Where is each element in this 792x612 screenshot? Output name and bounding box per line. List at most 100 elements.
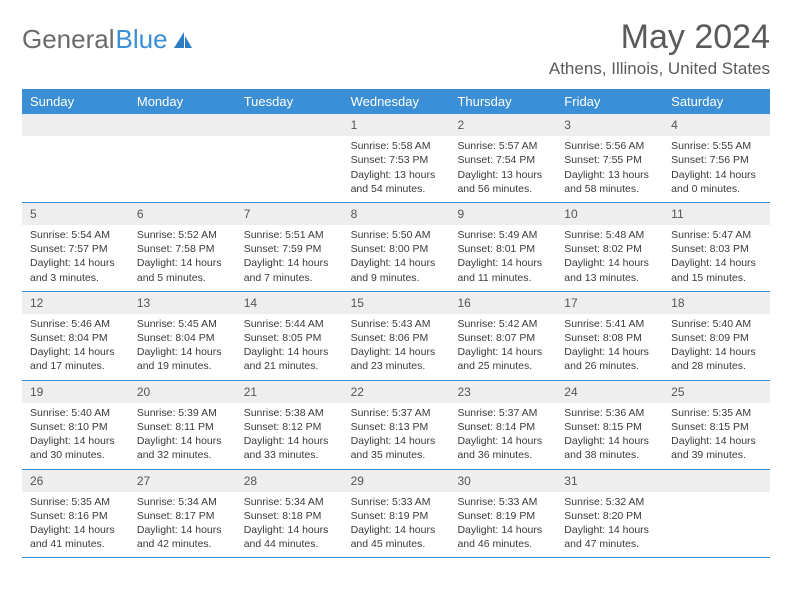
day-number: 16 bbox=[449, 292, 556, 314]
sunrise-text: Sunrise: 5:34 AM bbox=[244, 495, 335, 509]
day-number-empty bbox=[663, 470, 770, 492]
day-body: Sunrise: 5:49 AMSunset: 8:01 PMDaylight:… bbox=[449, 225, 556, 291]
sunrise-text: Sunrise: 5:35 AM bbox=[30, 495, 121, 509]
sunset-text: Sunset: 7:55 PM bbox=[564, 153, 655, 167]
day-cell: 28Sunrise: 5:34 AMSunset: 8:18 PMDayligh… bbox=[236, 470, 343, 558]
day-number: 25 bbox=[663, 381, 770, 403]
day-body: Sunrise: 5:55 AMSunset: 7:56 PMDaylight:… bbox=[663, 136, 770, 202]
daylight-text: Daylight: 14 hours and 33 minutes. bbox=[244, 434, 335, 462]
day-number: 24 bbox=[556, 381, 663, 403]
sunset-text: Sunset: 7:56 PM bbox=[671, 153, 762, 167]
day-body: Sunrise: 5:36 AMSunset: 8:15 PMDaylight:… bbox=[556, 403, 663, 469]
sunset-text: Sunset: 8:18 PM bbox=[244, 509, 335, 523]
day-cell: 22Sunrise: 5:37 AMSunset: 8:13 PMDayligh… bbox=[343, 381, 450, 469]
sunset-text: Sunset: 8:15 PM bbox=[564, 420, 655, 434]
day-cell: 25Sunrise: 5:35 AMSunset: 8:15 PMDayligh… bbox=[663, 381, 770, 469]
day-body: Sunrise: 5:56 AMSunset: 7:55 PMDaylight:… bbox=[556, 136, 663, 202]
sunset-text: Sunset: 8:09 PM bbox=[671, 331, 762, 345]
dow-cell: Wednesday bbox=[343, 89, 450, 114]
sunrise-text: Sunrise: 5:32 AM bbox=[564, 495, 655, 509]
logo-word2: Blue bbox=[116, 24, 168, 55]
sunrise-text: Sunrise: 5:41 AM bbox=[564, 317, 655, 331]
sunrise-text: Sunrise: 5:50 AM bbox=[351, 228, 442, 242]
day-body: Sunrise: 5:37 AMSunset: 8:14 PMDaylight:… bbox=[449, 403, 556, 469]
day-body: Sunrise: 5:51 AMSunset: 7:59 PMDaylight:… bbox=[236, 225, 343, 291]
sunrise-text: Sunrise: 5:37 AM bbox=[457, 406, 548, 420]
day-body: Sunrise: 5:40 AMSunset: 8:09 PMDaylight:… bbox=[663, 314, 770, 380]
day-body: Sunrise: 5:35 AMSunset: 8:16 PMDaylight:… bbox=[22, 492, 129, 558]
day-cell: 10Sunrise: 5:48 AMSunset: 8:02 PMDayligh… bbox=[556, 203, 663, 291]
day-body: Sunrise: 5:39 AMSunset: 8:11 PMDaylight:… bbox=[129, 403, 236, 469]
day-number: 2 bbox=[449, 114, 556, 136]
day-number: 10 bbox=[556, 203, 663, 225]
day-body: Sunrise: 5:37 AMSunset: 8:13 PMDaylight:… bbox=[343, 403, 450, 469]
sunset-text: Sunset: 8:13 PM bbox=[351, 420, 442, 434]
title-block: May 2024 Athens, Illinois, United States bbox=[549, 18, 770, 79]
week-row: 5Sunrise: 5:54 AMSunset: 7:57 PMDaylight… bbox=[22, 203, 770, 292]
day-number: 17 bbox=[556, 292, 663, 314]
daylight-text: Daylight: 14 hours and 11 minutes. bbox=[457, 256, 548, 284]
sunrise-text: Sunrise: 5:58 AM bbox=[351, 139, 442, 153]
day-cell: 3Sunrise: 5:56 AMSunset: 7:55 PMDaylight… bbox=[556, 114, 663, 202]
daylight-text: Daylight: 14 hours and 41 minutes. bbox=[30, 523, 121, 551]
day-number: 7 bbox=[236, 203, 343, 225]
sunset-text: Sunset: 8:19 PM bbox=[457, 509, 548, 523]
sunrise-text: Sunrise: 5:42 AM bbox=[457, 317, 548, 331]
day-body: Sunrise: 5:54 AMSunset: 7:57 PMDaylight:… bbox=[22, 225, 129, 291]
header: GeneralBlue May 2024 Athens, Illinois, U… bbox=[22, 18, 770, 79]
sunset-text: Sunset: 8:02 PM bbox=[564, 242, 655, 256]
daylight-text: Daylight: 14 hours and 23 minutes. bbox=[351, 345, 442, 373]
day-cell: 2Sunrise: 5:57 AMSunset: 7:54 PMDaylight… bbox=[449, 114, 556, 202]
dow-cell: Sunday bbox=[22, 89, 129, 114]
daylight-text: Daylight: 14 hours and 39 minutes. bbox=[671, 434, 762, 462]
sunset-text: Sunset: 8:04 PM bbox=[137, 331, 228, 345]
day-cell: 18Sunrise: 5:40 AMSunset: 8:09 PMDayligh… bbox=[663, 292, 770, 380]
sunrise-text: Sunrise: 5:55 AM bbox=[671, 139, 762, 153]
month-title: May 2024 bbox=[549, 18, 770, 57]
day-number: 15 bbox=[343, 292, 450, 314]
day-cell: 12Sunrise: 5:46 AMSunset: 8:04 PMDayligh… bbox=[22, 292, 129, 380]
day-body: Sunrise: 5:57 AMSunset: 7:54 PMDaylight:… bbox=[449, 136, 556, 202]
sunset-text: Sunset: 8:14 PM bbox=[457, 420, 548, 434]
dow-cell: Monday bbox=[129, 89, 236, 114]
sunset-text: Sunset: 8:03 PM bbox=[671, 242, 762, 256]
day-cell: 17Sunrise: 5:41 AMSunset: 8:08 PMDayligh… bbox=[556, 292, 663, 380]
day-body: Sunrise: 5:47 AMSunset: 8:03 PMDaylight:… bbox=[663, 225, 770, 291]
sunset-text: Sunset: 8:20 PM bbox=[564, 509, 655, 523]
day-cell: 30Sunrise: 5:33 AMSunset: 8:19 PMDayligh… bbox=[449, 470, 556, 558]
sunset-text: Sunset: 8:00 PM bbox=[351, 242, 442, 256]
day-number: 19 bbox=[22, 381, 129, 403]
sunrise-text: Sunrise: 5:39 AM bbox=[137, 406, 228, 420]
day-body: Sunrise: 5:33 AMSunset: 8:19 PMDaylight:… bbox=[343, 492, 450, 558]
day-number-empty bbox=[22, 114, 129, 136]
day-cell: 5Sunrise: 5:54 AMSunset: 7:57 PMDaylight… bbox=[22, 203, 129, 291]
sunrise-text: Sunrise: 5:48 AM bbox=[564, 228, 655, 242]
sunset-text: Sunset: 8:10 PM bbox=[30, 420, 121, 434]
daylight-text: Daylight: 13 hours and 58 minutes. bbox=[564, 168, 655, 196]
day-cell bbox=[236, 114, 343, 202]
sunset-text: Sunset: 8:11 PM bbox=[137, 420, 228, 434]
daylight-text: Daylight: 13 hours and 56 minutes. bbox=[457, 168, 548, 196]
sunrise-text: Sunrise: 5:38 AM bbox=[244, 406, 335, 420]
day-body: Sunrise: 5:44 AMSunset: 8:05 PMDaylight:… bbox=[236, 314, 343, 380]
day-cell: 23Sunrise: 5:37 AMSunset: 8:14 PMDayligh… bbox=[449, 381, 556, 469]
day-number: 20 bbox=[129, 381, 236, 403]
day-number: 11 bbox=[663, 203, 770, 225]
day-body: Sunrise: 5:34 AMSunset: 8:17 PMDaylight:… bbox=[129, 492, 236, 558]
day-cell bbox=[663, 470, 770, 558]
sunrise-text: Sunrise: 5:33 AM bbox=[351, 495, 442, 509]
day-body: Sunrise: 5:34 AMSunset: 8:18 PMDaylight:… bbox=[236, 492, 343, 558]
sunrise-text: Sunrise: 5:46 AM bbox=[30, 317, 121, 331]
day-cell: 15Sunrise: 5:43 AMSunset: 8:06 PMDayligh… bbox=[343, 292, 450, 380]
sunset-text: Sunset: 8:19 PM bbox=[351, 509, 442, 523]
day-cell: 7Sunrise: 5:51 AMSunset: 7:59 PMDaylight… bbox=[236, 203, 343, 291]
week-row: 12Sunrise: 5:46 AMSunset: 8:04 PMDayligh… bbox=[22, 292, 770, 381]
sunrise-text: Sunrise: 5:57 AM bbox=[457, 139, 548, 153]
daylight-text: Daylight: 14 hours and 30 minutes. bbox=[30, 434, 121, 462]
day-number: 18 bbox=[663, 292, 770, 314]
day-number: 6 bbox=[129, 203, 236, 225]
sunset-text: Sunset: 8:01 PM bbox=[457, 242, 548, 256]
day-cell: 29Sunrise: 5:33 AMSunset: 8:19 PMDayligh… bbox=[343, 470, 450, 558]
day-cell: 13Sunrise: 5:45 AMSunset: 8:04 PMDayligh… bbox=[129, 292, 236, 380]
daylight-text: Daylight: 14 hours and 32 minutes. bbox=[137, 434, 228, 462]
